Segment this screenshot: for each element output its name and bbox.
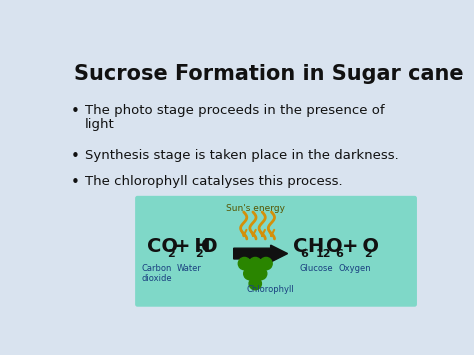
Text: Oxygen: Oxygen [338, 264, 371, 273]
Text: Glucose: Glucose [299, 264, 333, 273]
Circle shape [249, 278, 261, 290]
Text: + O: + O [342, 237, 379, 256]
Text: The chlorophyll catalyses this process.: The chlorophyll catalyses this process. [85, 175, 343, 188]
Circle shape [255, 267, 267, 280]
Text: O: O [201, 237, 218, 256]
Text: 6: 6 [335, 248, 343, 259]
Text: Carbon
dioxide: Carbon dioxide [141, 264, 172, 283]
Text: CO: CO [146, 237, 178, 256]
FancyArrow shape [234, 245, 288, 262]
Text: Chlorophyll: Chlorophyll [247, 285, 294, 294]
Text: Sucrose Formation in Sugar cane: Sucrose Formation in Sugar cane [74, 64, 464, 84]
Circle shape [238, 257, 251, 270]
Text: 2: 2 [364, 248, 372, 259]
Text: 2: 2 [195, 248, 203, 259]
Text: Synthesis stage is taken place in the darkness.: Synthesis stage is taken place in the da… [85, 149, 399, 162]
Text: 2: 2 [167, 248, 174, 259]
Text: + H: + H [173, 237, 210, 256]
Text: C: C [293, 237, 307, 256]
Text: •: • [71, 104, 80, 119]
Text: •: • [71, 175, 80, 190]
Text: Water: Water [177, 264, 201, 273]
Circle shape [244, 267, 256, 280]
Text: 6: 6 [301, 248, 309, 259]
Text: •: • [71, 149, 80, 164]
Text: light: light [85, 118, 115, 131]
FancyBboxPatch shape [135, 196, 417, 307]
Text: H: H [307, 237, 323, 256]
Text: The photo stage proceeds in the presence of: The photo stage proceeds in the presence… [85, 104, 385, 117]
Circle shape [260, 257, 272, 270]
Circle shape [249, 257, 261, 270]
Text: 12: 12 [316, 248, 332, 259]
Text: O: O [326, 237, 343, 256]
Text: Sun's energy: Sun's energy [226, 204, 285, 213]
